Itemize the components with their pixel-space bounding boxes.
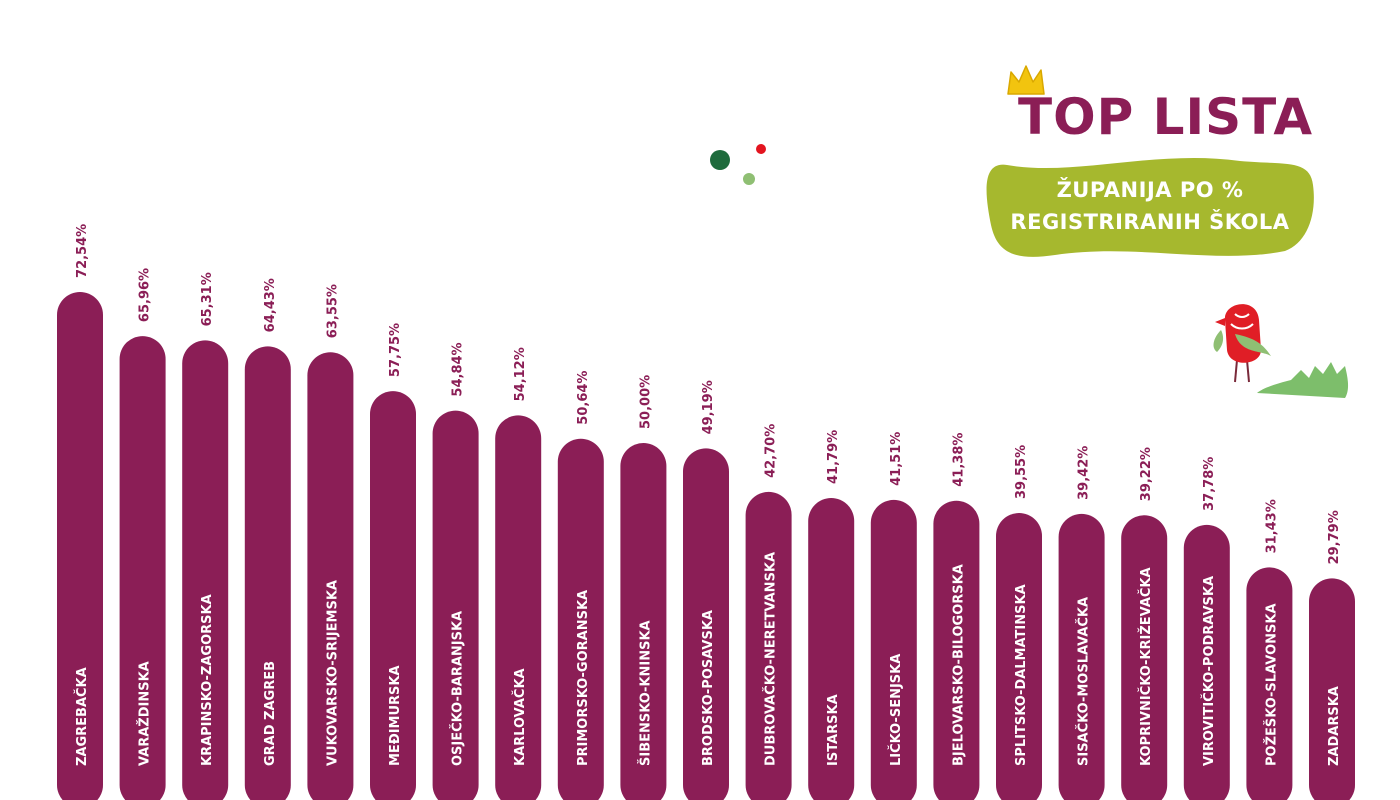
category-label: GRAD ZAGREB <box>263 661 278 766</box>
dots-decoration <box>705 140 775 194</box>
value-label: 57,75% <box>388 323 403 377</box>
bar <box>57 291 103 800</box>
bar <box>870 499 917 800</box>
value-label: 39,42% <box>1077 446 1092 500</box>
value-label: 50,64% <box>576 371 591 425</box>
category-label: LIČKO-SENJSKA <box>888 654 904 766</box>
category-label: POŽEŠKO-SLAVONSKA <box>1263 603 1279 766</box>
value-label: 41,38% <box>951 433 966 487</box>
value-label: 49,19% <box>701 380 716 434</box>
category-label: ZAGREBAČKA <box>74 667 90 766</box>
category-label: ISTARSKA <box>826 694 841 766</box>
value-label: 29,79% <box>1327 510 1342 564</box>
bird-illustration <box>1205 298 1355 412</box>
category-label: SISAČKO-MOSLAVAČKA <box>1076 597 1092 766</box>
category-label: DUBROVAČKO-NERETVANSKA <box>763 552 779 766</box>
bar <box>370 391 416 800</box>
category-label: VUKOVARSKO-SRIJEMSKA <box>325 580 340 766</box>
bar <box>1183 524 1230 800</box>
bar <box>933 500 980 800</box>
value-label: 39,55% <box>1014 445 1029 499</box>
category-label: KARLOVAČKA <box>512 668 528 766</box>
subtitle: ŽUPANIJA PO % REGISTRIRANIH ŠKOLA <box>985 174 1315 238</box>
bar <box>1246 567 1293 800</box>
category-label: SPLITSKO-DALMATINSKA <box>1014 584 1029 766</box>
bar <box>432 410 479 800</box>
category-label: BRODSKO-POSAVSKA <box>701 610 716 766</box>
category-label: KRAPINSKO-ZAGORSKA <box>200 594 215 766</box>
bar <box>620 443 667 800</box>
value-label: 54,12% <box>513 347 528 401</box>
value-label: 50,00% <box>638 375 653 429</box>
category-label: VIROVITIČKO-PODRAVSKA <box>1201 576 1217 766</box>
value-label: 37,78% <box>1202 457 1217 511</box>
value-label: 31,43% <box>1264 499 1279 553</box>
subtitle-badge <box>986 157 1314 257</box>
bar <box>996 513 1042 800</box>
bar <box>745 491 792 800</box>
bar <box>808 498 855 800</box>
grass-decoration <box>1257 362 1349 398</box>
bar <box>1309 578 1355 800</box>
bar <box>119 336 166 800</box>
category-label: VARAŽDINSKA <box>137 661 153 766</box>
category-label: ŠIBENSKO-KNINSKA <box>637 620 653 766</box>
page-title: TOP LISTA <box>1018 88 1314 146</box>
value-label: 41,79% <box>826 430 841 484</box>
bar <box>683 448 729 800</box>
subtitle-line-1: ŽUPANIJA PO % <box>1056 178 1244 202</box>
value-label: 65,31% <box>200 272 215 326</box>
crown-icon <box>1005 64 1047 100</box>
value-label: 72,54% <box>75 224 90 278</box>
category-label: OSJEČKO-BARANJSKA <box>450 611 466 766</box>
bar <box>307 352 354 800</box>
category-label: KOPRIVNIČKO-KRIŽEVAČKA <box>1138 567 1154 766</box>
bar <box>1121 515 1168 800</box>
bar <box>557 438 604 800</box>
value-label: 54,84% <box>451 342 466 396</box>
value-label: 39,22% <box>1139 447 1154 501</box>
value-label: 63,55% <box>325 284 340 338</box>
subtitle-line-2: REGISTRIRANIH ŠKOLA <box>1010 210 1290 234</box>
value-label: 65,96% <box>138 268 153 322</box>
value-label: 64,43% <box>263 278 278 332</box>
value-label: 42,70% <box>764 424 779 478</box>
bar <box>1058 513 1105 800</box>
category-label: PRIMORSKO-GORANSKA <box>576 590 591 766</box>
category-label: MEĐIMURSKA <box>388 665 403 766</box>
bar <box>182 340 229 800</box>
bar <box>495 415 542 800</box>
category-label: BJELOVARSKO-BILOGORSKA <box>951 564 966 766</box>
category-label: ZADARSKA <box>1327 686 1342 766</box>
value-label: 41,51% <box>889 432 904 486</box>
bar <box>244 346 291 800</box>
